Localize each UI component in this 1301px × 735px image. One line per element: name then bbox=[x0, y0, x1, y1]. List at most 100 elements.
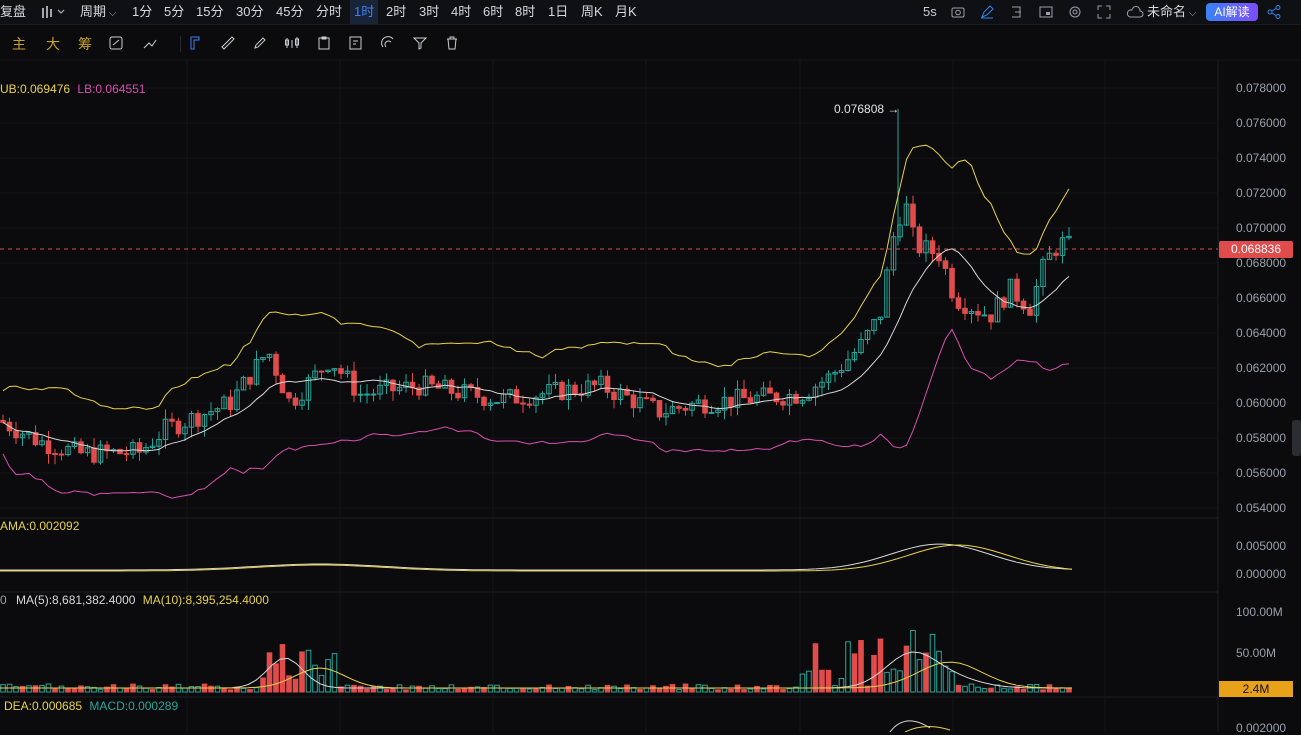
volume-bar bbox=[58, 685, 65, 693]
trash-icon[interactable] bbox=[444, 35, 460, 51]
camera-icon[interactable] bbox=[950, 4, 966, 20]
interval-timeshare[interactable]: 分时 bbox=[316, 4, 343, 19]
price-tick: 0.062000 bbox=[1236, 361, 1287, 375]
volume-bar bbox=[975, 686, 981, 693]
fullscreen-icon[interactable] bbox=[1096, 4, 1112, 20]
volume-bar bbox=[123, 687, 130, 693]
candle-body bbox=[305, 377, 312, 401]
volume-bar bbox=[916, 659, 923, 693]
interval-3h[interactable]: 3时 bbox=[419, 4, 440, 19]
volume-bar bbox=[858, 640, 864, 693]
candle-body bbox=[91, 447, 97, 463]
interval-week[interactable]: 周K bbox=[581, 4, 603, 19]
volume-bar bbox=[357, 685, 364, 693]
candle-body bbox=[331, 368, 338, 371]
layout-name-dropdown[interactable]: 未命名 ⌵ bbox=[1147, 0, 1196, 24]
candle-body bbox=[234, 389, 240, 411]
candle-body bbox=[968, 311, 975, 314]
share-icon[interactable] bbox=[1266, 4, 1282, 20]
sync-icon[interactable] bbox=[108, 35, 124, 51]
volume-bar bbox=[942, 665, 949, 693]
candle-body bbox=[949, 267, 955, 299]
chip-toggle[interactable]: 筹 bbox=[78, 36, 92, 52]
candle-body bbox=[975, 311, 981, 316]
interval-15m[interactable]: 15分 bbox=[196, 4, 224, 19]
ruler-icon[interactable] bbox=[220, 35, 236, 51]
candle-body bbox=[806, 396, 812, 401]
brush-icon[interactable] bbox=[252, 35, 268, 51]
candle-body bbox=[429, 375, 435, 385]
interval-1m[interactable]: 1分 bbox=[132, 4, 153, 19]
candle-body bbox=[851, 352, 858, 361]
volume-bar bbox=[533, 687, 539, 693]
redo-icon[interactable] bbox=[1008, 4, 1024, 20]
candle-body bbox=[864, 329, 871, 341]
boll-ub-value: UB:0.069476 bbox=[0, 82, 71, 96]
ai-analysis-button[interactable]: AI解读 bbox=[1206, 3, 1258, 21]
candle-body bbox=[130, 442, 136, 455]
interval-8h[interactable]: 8时 bbox=[515, 4, 536, 19]
candle-body bbox=[604, 375, 611, 393]
candle-body bbox=[988, 314, 994, 323]
candle-body bbox=[143, 447, 149, 453]
pencil-icon[interactable] bbox=[979, 4, 995, 20]
volume-bar bbox=[169, 686, 175, 693]
interval-month[interactable]: 月K bbox=[615, 4, 637, 19]
volume-bar bbox=[136, 685, 143, 693]
interval-4h[interactable]: 4时 bbox=[451, 4, 472, 19]
main-chart-toggle[interactable]: 主 bbox=[12, 36, 26, 52]
volume-bar bbox=[728, 688, 734, 693]
interval-1d[interactable]: 1日 bbox=[548, 4, 569, 19]
current-volume-tag: 2.4M bbox=[1219, 681, 1293, 697]
candle-body bbox=[201, 414, 208, 427]
volume-bar bbox=[19, 685, 26, 693]
big-order-toggle[interactable]: 大 bbox=[46, 36, 60, 52]
candle-body bbox=[52, 453, 58, 456]
volume-bar bbox=[890, 668, 897, 693]
candle-body bbox=[351, 370, 357, 396]
refresh-rate[interactable]: 5s bbox=[923, 4, 937, 19]
candle-body bbox=[422, 375, 429, 396]
panel-resize-handle[interactable] bbox=[1292, 420, 1301, 456]
magnet-icon[interactable] bbox=[380, 35, 396, 51]
cloud-icon[interactable] bbox=[1126, 4, 1144, 20]
candle-body bbox=[786, 393, 793, 406]
interval-30m[interactable]: 30分 bbox=[236, 4, 264, 19]
interval-6h[interactable]: 6时 bbox=[483, 4, 504, 19]
volume-bar bbox=[71, 687, 78, 693]
candle-body bbox=[728, 396, 734, 408]
interval-45m[interactable]: 45分 bbox=[276, 4, 304, 19]
candle-body bbox=[747, 397, 754, 404]
interval-2h[interactable]: 2时 bbox=[386, 4, 407, 19]
filter-icon[interactable] bbox=[412, 35, 428, 51]
candles-tool-icon[interactable] bbox=[284, 35, 300, 51]
volume-bar bbox=[585, 684, 591, 693]
volume-bar bbox=[325, 659, 331, 693]
candle-body bbox=[442, 379, 448, 389]
candle-body bbox=[1040, 258, 1046, 287]
volume-bar bbox=[435, 687, 442, 693]
volume-bar bbox=[786, 688, 793, 693]
volume-bar bbox=[416, 685, 422, 693]
period-dropdown[interactable]: 周期 ⌵ bbox=[80, 0, 116, 24]
volume-bar bbox=[208, 685, 214, 693]
indicator-icon[interactable] bbox=[142, 35, 158, 51]
chart-type-dropdown[interactable] bbox=[40, 0, 68, 24]
candle-body bbox=[832, 372, 838, 375]
candle-body bbox=[598, 375, 604, 385]
interval-1h[interactable]: 1时 bbox=[350, 0, 379, 24]
candle-body bbox=[45, 440, 52, 455]
interval-5m[interactable]: 5分 bbox=[164, 4, 185, 19]
gear-icon[interactable] bbox=[1067, 4, 1083, 20]
template-icon[interactable] bbox=[1038, 4, 1054, 20]
candle-body bbox=[773, 392, 780, 403]
cursor-icon[interactable] bbox=[188, 35, 204, 51]
restore-button[interactable]: 复盘 bbox=[0, 4, 27, 19]
note-icon[interactable] bbox=[348, 35, 364, 51]
volume-ma10: MA(10):8,395,254.4000 bbox=[142, 593, 269, 607]
clipboard-icon[interactable] bbox=[316, 35, 332, 51]
price-tick: 0.068000 bbox=[1236, 256, 1287, 270]
chevron-down-icon: ⌵ bbox=[106, 8, 117, 19]
price-tick: 0.072000 bbox=[1236, 186, 1287, 200]
